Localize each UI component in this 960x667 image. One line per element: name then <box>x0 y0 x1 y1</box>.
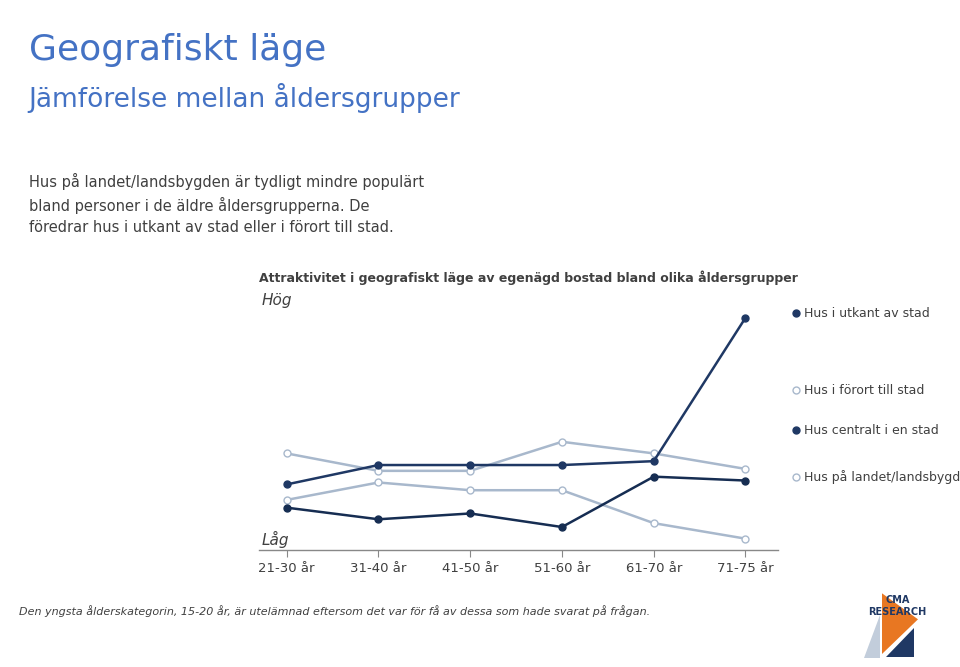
Text: Hus centralt i en stad: Hus centralt i en stad <box>804 424 939 437</box>
Text: Den yngsta ålderskategorin, 15-20 år, är utelämnad eftersom det var för få av de: Den yngsta ålderskategorin, 15-20 år, är… <box>19 605 650 617</box>
Polygon shape <box>864 615 879 658</box>
Text: Låg: Låg <box>262 532 290 548</box>
Text: Attraktivitet i geografiskt läge av egenägd bostad bland olika åldersgrupper: Attraktivitet i geografiskt läge av egen… <box>259 270 798 285</box>
Text: Hus på landet/landsbygd: Hus på landet/landsbygd <box>804 470 960 484</box>
Polygon shape <box>882 594 918 654</box>
Polygon shape <box>885 628 914 656</box>
Text: Geografiskt läge: Geografiskt läge <box>29 33 326 67</box>
Text: bland personer i de äldre åldersgrupperna. De: bland personer i de äldre åldersgruppern… <box>29 197 370 214</box>
Text: Jämförelse mellan åldersgrupper: Jämförelse mellan åldersgrupper <box>29 83 461 113</box>
Text: Framtidens boende, Marknadsundersökning 2013, sid 17: Framtidens boende, Marknadsundersökning … <box>14 650 312 659</box>
Text: föredrar hus i utkant av stad eller i förort till stad.: föredrar hus i utkant av stad eller i fö… <box>29 220 394 235</box>
Text: Hus i utkant av stad: Hus i utkant av stad <box>804 307 930 320</box>
Text: Hus på landet/landsbygden är tydligt mindre populärt: Hus på landet/landsbygden är tydligt min… <box>29 173 424 191</box>
Text: Hus i förort till stad: Hus i förort till stad <box>804 384 924 397</box>
Text: Hög: Hög <box>262 293 293 307</box>
Text: CMA
RESEARCH: CMA RESEARCH <box>869 596 926 617</box>
